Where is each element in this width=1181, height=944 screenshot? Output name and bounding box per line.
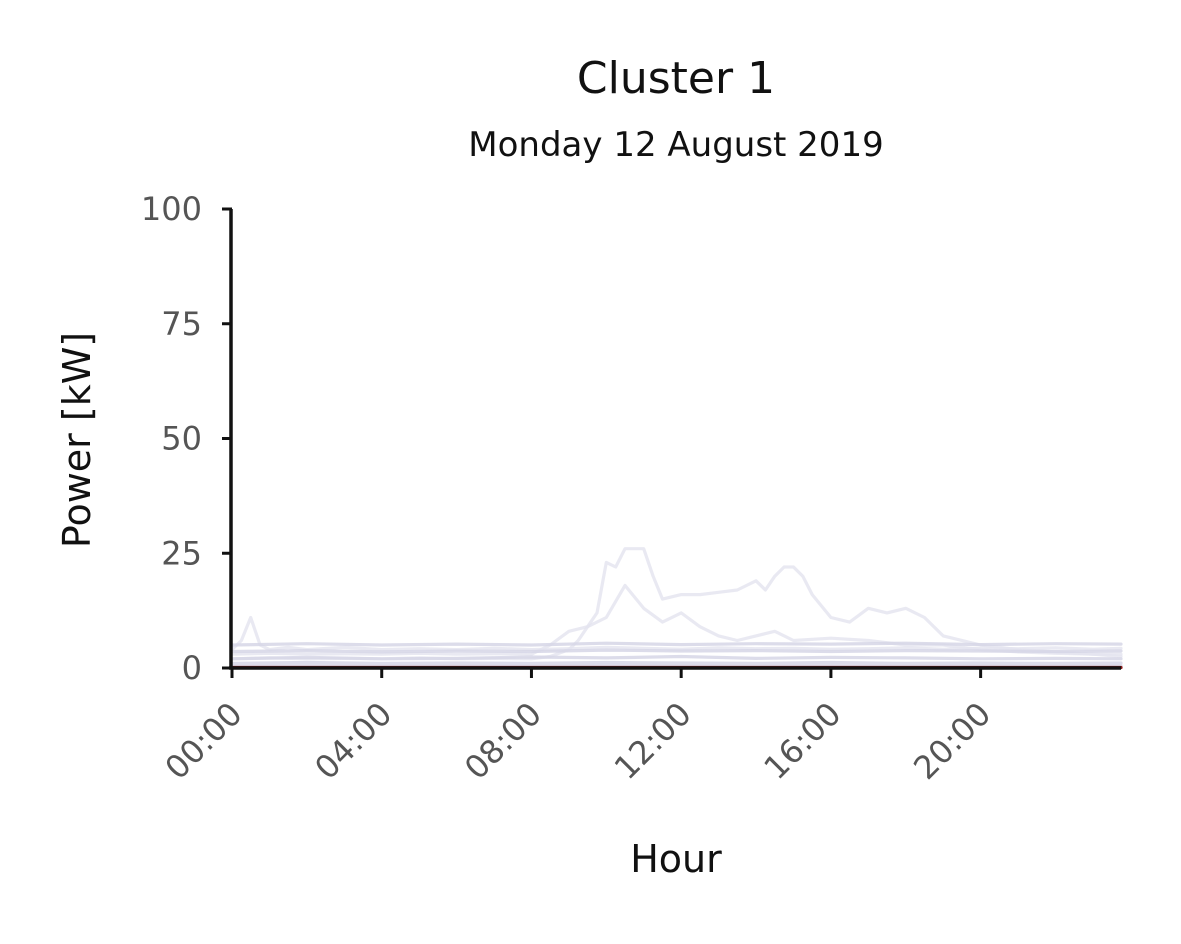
y-tick-label-1: 25 [161,534,202,572]
series-layer [230,547,1123,670]
x-axis-label: Hour [630,837,722,881]
x-tick-label-4: 16:00 [756,695,848,787]
series-line-6 [230,648,1123,654]
x-tick-label-0: 00:00 [158,695,250,787]
series-line-5 [230,660,1123,666]
x-tick-label-3: 12:00 [607,695,699,787]
y-tick-label-4: 100 [141,190,202,228]
y-tick-label-0: 0 [182,649,202,687]
x-ticks: 00:00 04:00 08:00 12:00 16:00 20:00 [158,668,998,787]
y-axis-label: Power [kW] [55,332,99,548]
series-line-4 [230,654,1123,661]
x-tick-label-5: 20:00 [906,695,998,787]
y-tick-label-3: 75 [161,305,202,343]
chart-title: Cluster 1 [577,53,775,104]
series-line-2 [230,547,1123,661]
x-tick-label-2: 08:00 [457,695,549,787]
series-line-3 [230,641,1123,647]
chart-subtitle: Monday 12 August 2019 [468,125,883,165]
y-tick-label-2: 50 [161,420,202,458]
y-ticks: 0 25 50 75 100 [141,190,232,687]
series-line-0 [230,615,1123,652]
x-tick-label-1: 04:00 [307,695,399,787]
